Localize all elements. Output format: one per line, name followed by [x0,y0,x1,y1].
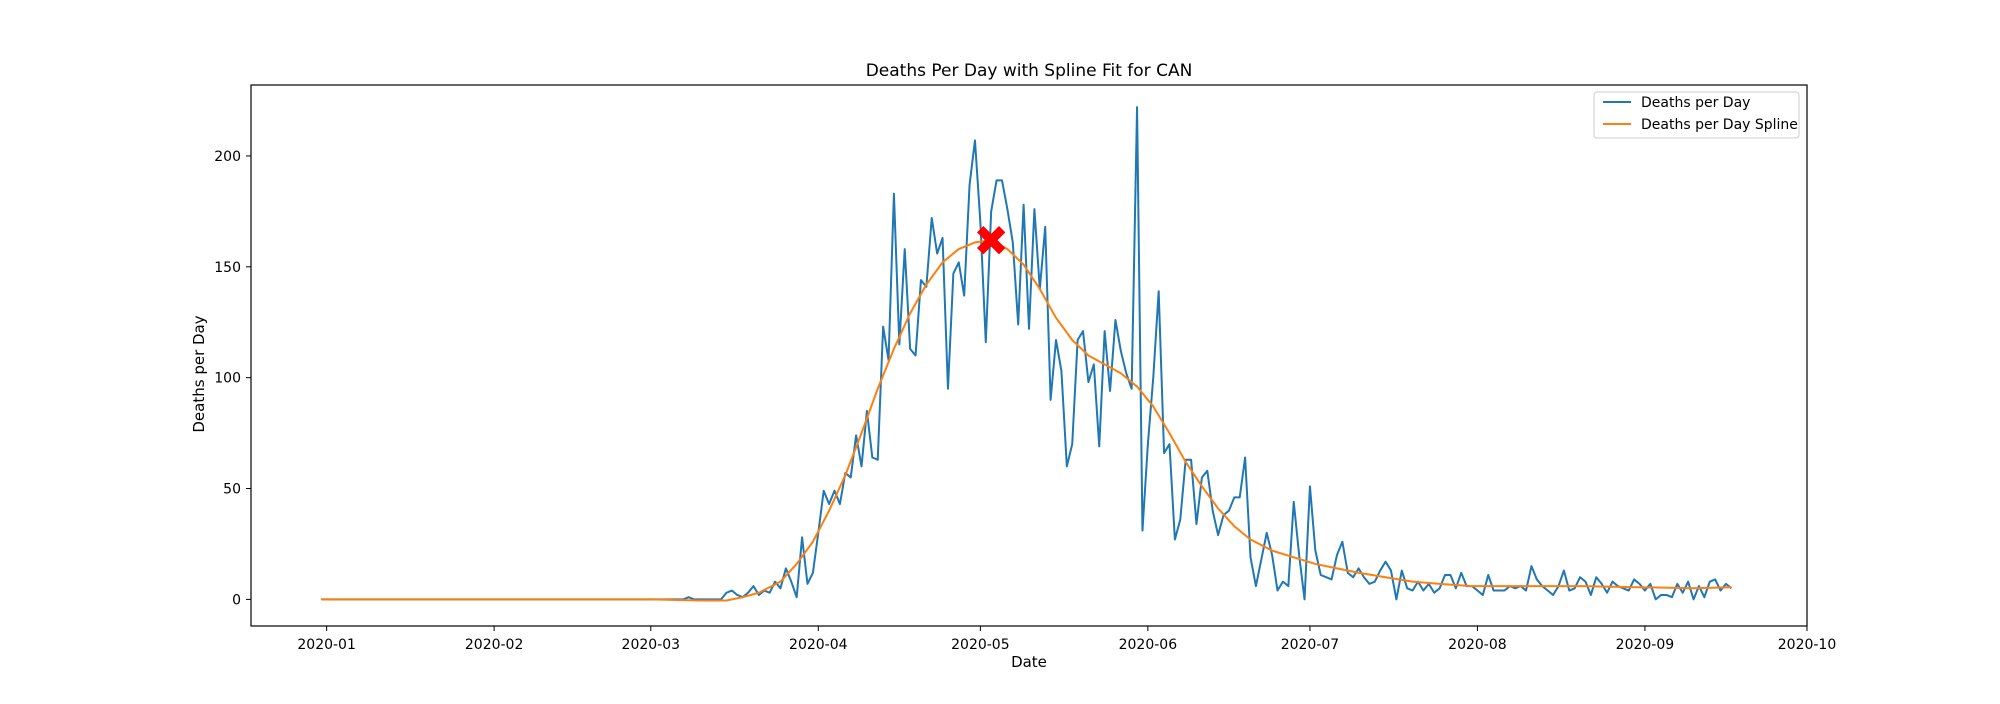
y-tick-label: 100 [214,371,241,387]
x-axis: 2020-01 2020-02 2020-03 2020-04 2020-05 2020-… [297,626,1836,653]
y-tick-label: 50 [223,482,241,498]
x-tick-label: 2020-06 [1119,637,1178,653]
x-tick-label: 2020-04 [789,637,848,653]
x-tick-label: 2020-07 [1281,637,1340,653]
x-tick-label: 2020-02 [465,637,524,653]
x-tick-label: 2020-08 [1448,637,1507,653]
plot-area [321,106,1732,602]
series-line-deaths-per-day-spline [321,239,1732,602]
legend-label-deaths-per-day: Deaths per Day [1641,95,1750,111]
y-axis: 0 50 100 150 200 [214,149,251,608]
series-line-deaths-per-day [321,106,1732,601]
chart-title: Deaths Per Day with Spline Fit for CAN [866,61,1193,81]
legend: Deaths per Day Deaths per Day Spline [1593,91,1800,139]
plot-frame [250,84,1808,627]
x-tick-label: 2020-09 [1616,637,1675,653]
x-tick-label: 2020-10 [1778,637,1837,653]
x-tick-label: 2020-05 [951,637,1010,653]
y-tick-label: 150 [214,260,241,276]
legend-box [1593,91,1800,139]
y-tick-label: 0 [232,592,241,608]
y-tick-label: 200 [214,149,241,165]
x-axis-title: Date [1011,653,1047,671]
x-tick-label: 2020-03 [622,637,681,653]
legend-label-spline: Deaths per Day Spline [1641,117,1798,133]
y-axis-title: Deaths per Day [190,315,208,432]
peak-marker [976,226,1006,255]
x-tick-label: 2020-01 [297,637,356,653]
